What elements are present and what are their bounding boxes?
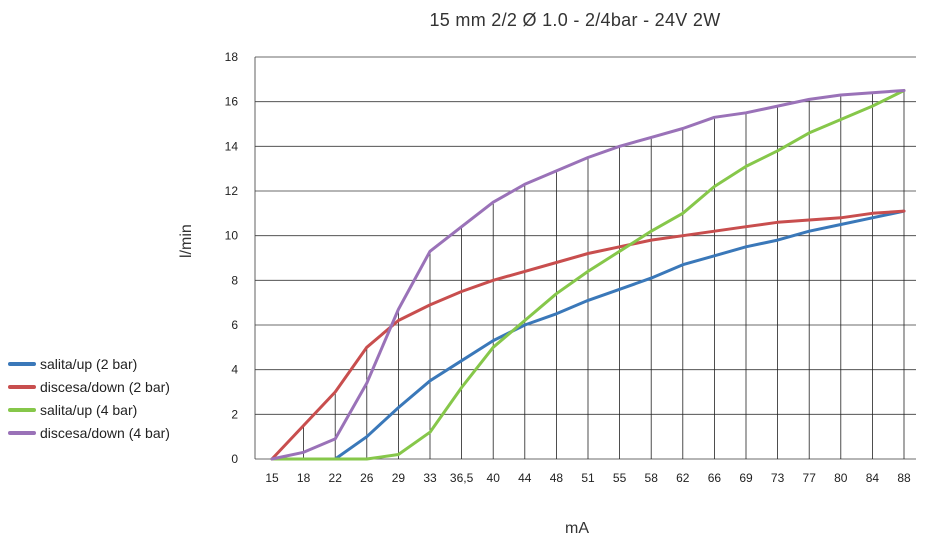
x-tick-label: 33 bbox=[423, 471, 437, 485]
x-tick-label: 80 bbox=[834, 471, 848, 485]
legend-label: discesa/down (2 bar) bbox=[40, 378, 170, 395]
y-tick-label: 10 bbox=[225, 229, 239, 243]
x-tick-label: 44 bbox=[518, 471, 532, 485]
series-line bbox=[270, 209, 906, 461]
y-tick-label: 12 bbox=[225, 184, 239, 198]
y-tick-label: 14 bbox=[225, 139, 239, 153]
legend-swatch bbox=[8, 407, 36, 412]
y-axis-label: l/min bbox=[178, 224, 195, 258]
x-tick-label: 66 bbox=[708, 471, 722, 485]
series-line bbox=[270, 89, 906, 461]
x-tick-label: 36,5 bbox=[450, 471, 474, 485]
x-tick-label: 62 bbox=[676, 471, 690, 485]
series-line bbox=[270, 89, 906, 461]
x-tick-label: 73 bbox=[771, 471, 785, 485]
legend-item: discesa/down (4 bar) bbox=[8, 421, 170, 444]
y-tick-label: 16 bbox=[225, 95, 239, 109]
legend: salita/up (2 bar) discesa/down (2 bar) s… bbox=[8, 352, 170, 444]
chart-title: 15 mm 2/2 Ø 1.0 - 2/4bar - 24V 2W bbox=[429, 10, 721, 30]
x-tick-label: 29 bbox=[392, 471, 406, 485]
legend-item: discesa/down (2 bar) bbox=[8, 375, 170, 398]
x-tick-label: 88 bbox=[897, 471, 911, 485]
y-tick-label: 8 bbox=[231, 273, 238, 287]
x-tick-label: 69 bbox=[739, 471, 753, 485]
x-tick-label: 22 bbox=[329, 471, 343, 485]
legend-label: salita/up (4 bar) bbox=[40, 401, 138, 418]
y-tick-label: 18 bbox=[225, 50, 239, 64]
legend-label: salita/up (2 bar) bbox=[40, 355, 138, 372]
legend-swatch bbox=[8, 384, 36, 389]
x-tick-label: 58 bbox=[645, 471, 659, 485]
legend-swatch bbox=[8, 361, 36, 366]
x-tick-label: 77 bbox=[803, 471, 817, 485]
x-tick-label: 18 bbox=[297, 471, 311, 485]
series-line bbox=[270, 209, 906, 461]
legend-label: discesa/down (4 bar) bbox=[40, 424, 170, 441]
x-tick-label: 26 bbox=[360, 471, 374, 485]
y-tick-label: 4 bbox=[231, 363, 238, 377]
x-tick-label: 55 bbox=[613, 471, 627, 485]
y-tick-label: 6 bbox=[231, 318, 238, 332]
x-tick-label: 51 bbox=[581, 471, 595, 485]
x-tick-label: 15 bbox=[265, 471, 279, 485]
legend-item: salita/up (2 bar) bbox=[8, 352, 170, 375]
x-axis-label: mA bbox=[565, 520, 589, 537]
x-tick-label: 40 bbox=[487, 471, 501, 485]
y-tick-label: 2 bbox=[231, 407, 238, 421]
x-tick-label: 48 bbox=[550, 471, 564, 485]
x-tick-label: 84 bbox=[866, 471, 880, 485]
y-tick-label: 0 bbox=[231, 452, 238, 466]
legend-swatch bbox=[8, 430, 36, 435]
legend-item: salita/up (4 bar) bbox=[8, 398, 170, 421]
